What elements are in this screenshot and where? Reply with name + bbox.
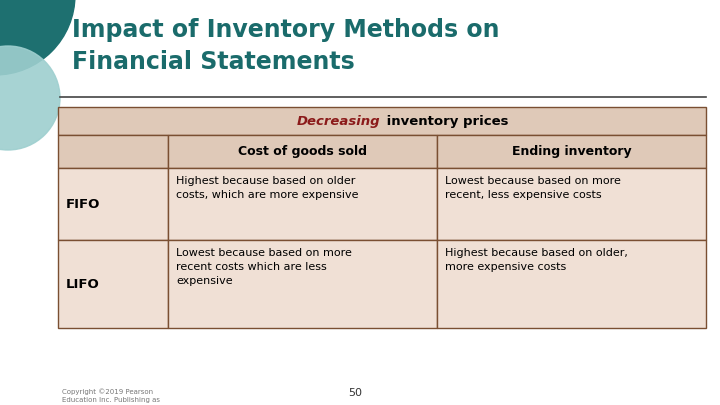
FancyBboxPatch shape — [168, 240, 437, 328]
Circle shape — [0, 0, 75, 75]
Text: Lowest because based on more
recent, less expensive costs: Lowest because based on more recent, les… — [445, 176, 621, 200]
Text: FIFO: FIFO — [66, 198, 100, 211]
Circle shape — [0, 46, 60, 150]
Text: Highest because based on older,
more expensive costs: Highest because based on older, more exp… — [445, 248, 628, 272]
FancyBboxPatch shape — [58, 135, 168, 168]
Text: 50: 50 — [348, 388, 362, 398]
Text: Ending inventory: Ending inventory — [512, 145, 631, 158]
Text: Financial Statements: Financial Statements — [72, 50, 355, 74]
Text: LIFO: LIFO — [66, 277, 100, 290]
FancyBboxPatch shape — [168, 168, 437, 240]
Text: Decreasing: Decreasing — [297, 115, 380, 128]
FancyBboxPatch shape — [58, 240, 168, 328]
Text: Highest because based on older
costs, which are more expensive: Highest because based on older costs, wh… — [176, 176, 359, 200]
Text: inventory prices: inventory prices — [382, 115, 508, 128]
FancyBboxPatch shape — [437, 135, 706, 168]
FancyBboxPatch shape — [58, 107, 706, 135]
Text: Copyright ©2019 Pearson
Education Inc. Publishing as: Copyright ©2019 Pearson Education Inc. P… — [62, 388, 160, 403]
Text: Lowest because based on more
recent costs which are less
expensive: Lowest because based on more recent cost… — [176, 248, 352, 286]
FancyBboxPatch shape — [437, 168, 706, 240]
Text: Cost of goods sold: Cost of goods sold — [238, 145, 367, 158]
Text: Impact of Inventory Methods on: Impact of Inventory Methods on — [72, 18, 500, 42]
FancyBboxPatch shape — [437, 240, 706, 328]
FancyBboxPatch shape — [58, 168, 168, 240]
FancyBboxPatch shape — [168, 135, 437, 168]
